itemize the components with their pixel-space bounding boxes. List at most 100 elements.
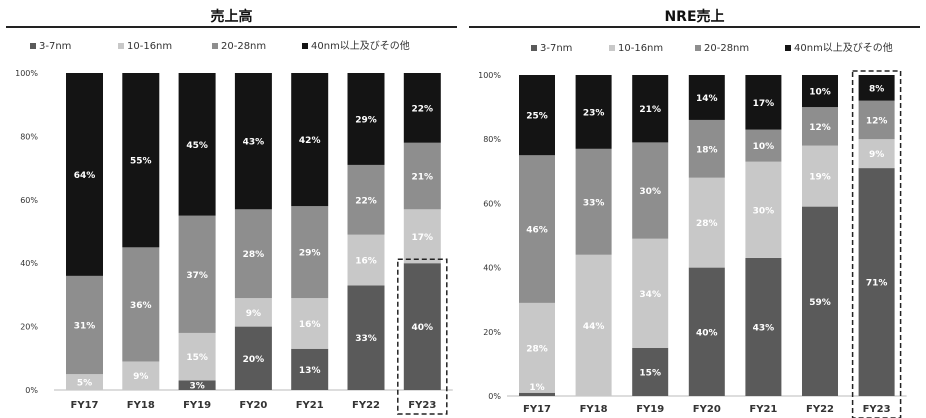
bar-segment-20-28nm [403, 142, 441, 210]
bar-segment-3-7nm [802, 206, 838, 396]
data-label: 23% [583, 108, 605, 118]
legend-swatch-20-28nm [695, 45, 701, 51]
data-label: 45% [186, 141, 208, 151]
bar-segment-3-7nm [745, 257, 782, 396]
y-tick-label: 20% [483, 328, 501, 337]
data-label: 13% [299, 366, 321, 376]
bar-segment-20-28nm [575, 148, 612, 255]
x-tick-label: FY21 [749, 404, 777, 415]
data-label: 36% [130, 301, 152, 311]
data-label: 15% [186, 353, 208, 363]
data-label: 42% [299, 136, 321, 146]
bar-segment-3-7nm [403, 263, 441, 390]
bar-segment-20-28nm [347, 164, 385, 235]
y-tick-label: 0% [488, 392, 501, 401]
bar-segment-40nm [632, 75, 669, 143]
bar-segment-40nm [66, 73, 103, 276]
data-label: 5% [77, 379, 92, 389]
bar-segment-3-7nm [178, 380, 216, 390]
legend-label-3-7nm: 3-7nm [540, 43, 572, 54]
legend-label-40nm: 40nm以上及びその他 [794, 41, 893, 54]
x-tick-label: FY18 [127, 400, 155, 411]
data-label: 9% [869, 150, 884, 160]
bar-segment-3-7nm [291, 348, 329, 390]
x-tick-label: FY19 [183, 400, 211, 411]
bar-segment-20-28nm [291, 206, 329, 299]
data-label: 59% [809, 298, 831, 308]
x-tick-label: FY20 [693, 404, 721, 415]
title-underline [6, 26, 457, 28]
data-label: 31% [74, 322, 96, 332]
bar-segment-40nm [403, 73, 441, 143]
x-tick-label: FY22 [352, 400, 380, 411]
data-label: 17% [753, 99, 775, 109]
data-label: 25% [526, 112, 548, 122]
bar-segment-10-16nm [519, 302, 555, 393]
data-label: 14% [696, 94, 718, 104]
bar-segment-20-28nm [802, 107, 838, 146]
bar-segment-40nm [802, 75, 838, 108]
data-label: 16% [299, 320, 321, 330]
y-tick-label: 80% [20, 132, 38, 141]
title-underline [469, 26, 920, 28]
legend-swatch-3-7nm [30, 43, 36, 49]
data-label: 28% [526, 344, 548, 354]
x-tick-label: FY21 [296, 400, 324, 411]
data-label: 55% [130, 157, 152, 167]
legend-swatch-20-28nm [212, 43, 218, 49]
legend-swatch-10-16nm [118, 43, 124, 49]
bar-segment-3-7nm [234, 326, 272, 390]
data-label: 40% [412, 323, 434, 333]
bar-segment-40nm [122, 73, 160, 248]
bar-segment-20-28nm [234, 209, 272, 299]
data-label: 1% [529, 383, 544, 393]
legend-swatch-40nm [302, 43, 308, 49]
bar-segment-3-7nm [519, 392, 555, 396]
legend-label-10-16nm: 10-16nm [618, 43, 663, 54]
bar-segment-40nm [745, 75, 782, 130]
y-tick-label: 100% [15, 69, 38, 78]
data-label: 9% [246, 309, 261, 319]
bar-segment-20-28nm [745, 129, 782, 162]
stacked-bar-chart-sales: 3-7nm 10-16nm 20-28nm 40nm以上及びその他 0% 20% 40% 60… [15, 39, 453, 415]
bar-segment-10-16nm [575, 254, 612, 396]
data-label: 15% [639, 368, 661, 378]
data-label: 64% [74, 171, 96, 181]
legend-swatch-3-7nm [531, 45, 537, 51]
bar-segment-10-16nm [234, 298, 272, 327]
chart-title: 売上高 [210, 9, 253, 25]
data-label: 12% [866, 116, 888, 126]
legend-label-20-28nm: 20-28nm [704, 43, 749, 54]
bar-segment-20-28nm [858, 100, 895, 140]
x-tick-label: FY23 [408, 400, 436, 411]
chart-title: NRE売上 [664, 9, 725, 25]
legend-label-40nm: 40nm以上及びその他 [311, 39, 410, 52]
bar-segment-10-16nm [802, 145, 838, 207]
y-tick-label: 20% [20, 323, 38, 332]
y-tick-label: 40% [20, 259, 38, 268]
bar-segment-10-16nm [858, 139, 895, 169]
bar-segment-20-28nm [122, 247, 160, 362]
bar-segment-10-16nm [403, 209, 441, 264]
data-label: 37% [186, 271, 208, 281]
bar-segment-3-7nm [347, 285, 385, 390]
data-label: 33% [355, 334, 377, 344]
bar-segment-20-28nm [688, 119, 725, 178]
bar-segment-40nm [519, 75, 555, 156]
bar-segment-40nm [178, 73, 216, 216]
data-label: 9% [133, 372, 148, 382]
data-label: 40% [696, 328, 718, 338]
x-tick-label: FY17 [71, 400, 99, 411]
x-tick-label: FY17 [523, 404, 551, 415]
data-label: 29% [299, 249, 321, 259]
data-label: 33% [583, 198, 605, 208]
data-label: 22% [355, 196, 377, 206]
legend-swatch-10-16nm [609, 45, 615, 51]
bar-segment-40nm [688, 75, 725, 120]
legend-swatch-40nm [785, 45, 791, 51]
bar-segment-3-7nm [858, 168, 895, 396]
data-label: 20% [243, 355, 265, 365]
bar-segment-3-7nm [632, 347, 669, 396]
bar-segment-10-16nm [122, 361, 160, 390]
